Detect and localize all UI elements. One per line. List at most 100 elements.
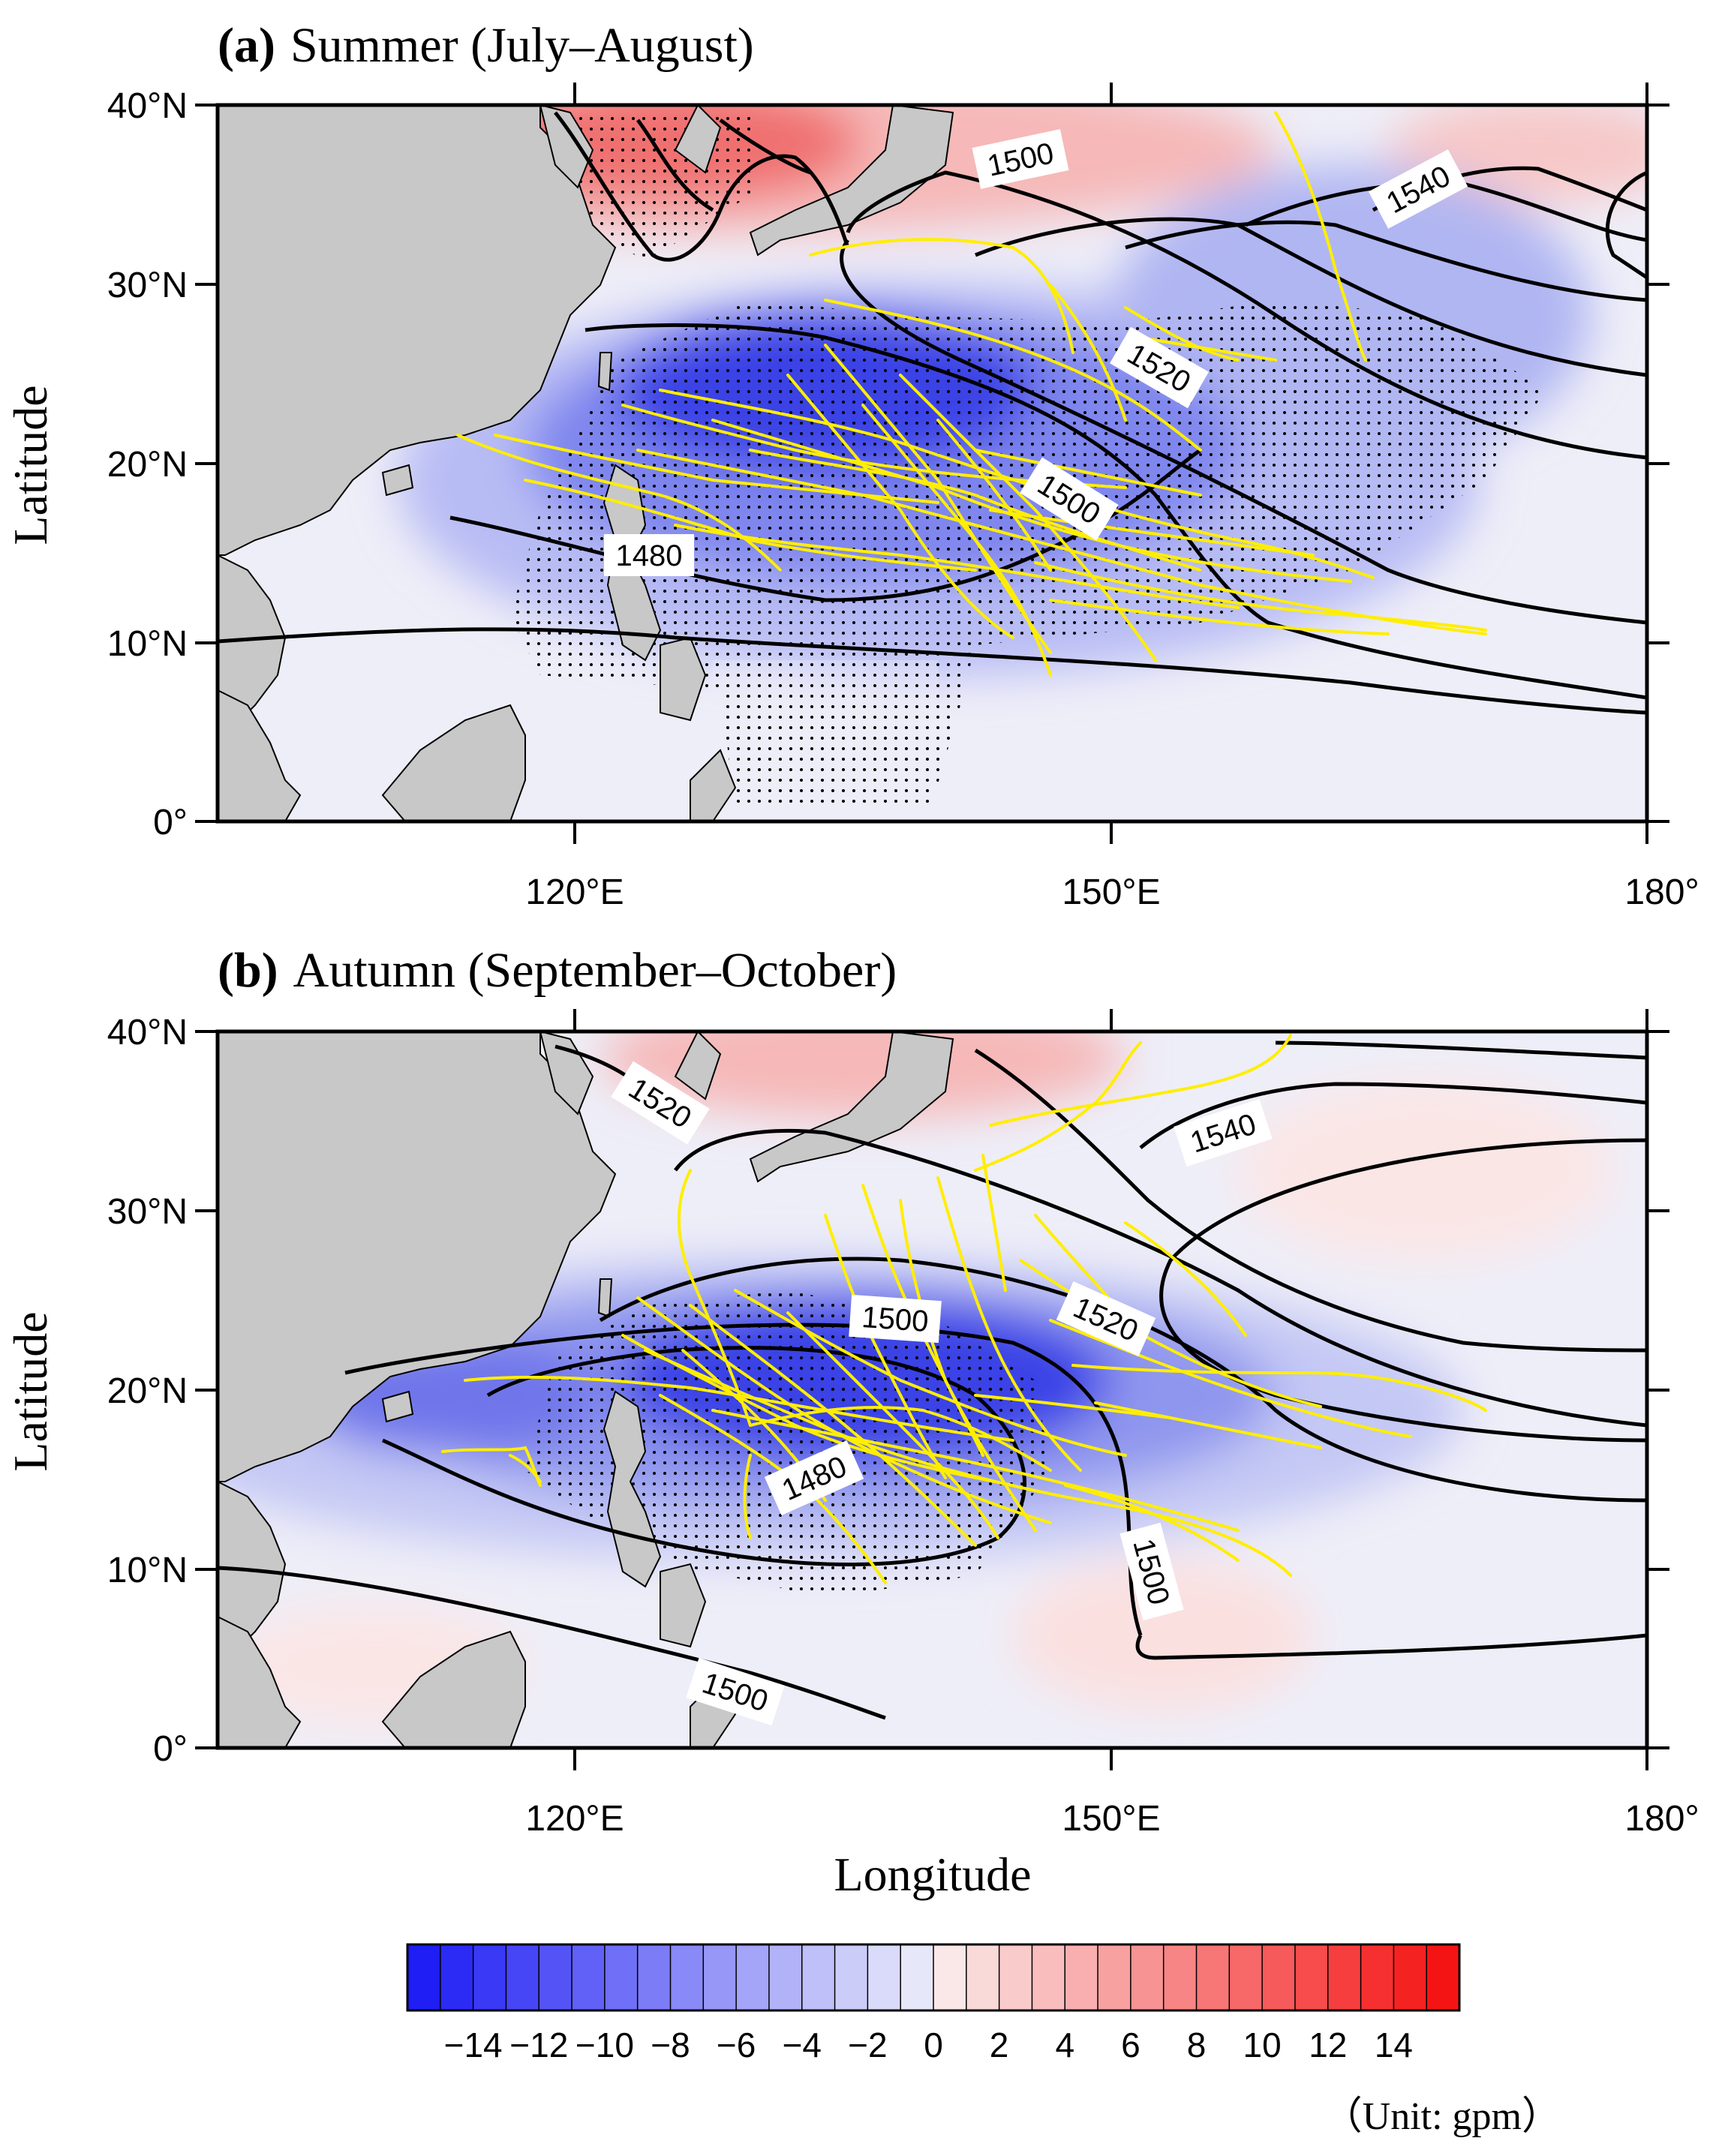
panel-b-land-korea — [674, 1031, 722, 1101]
panel-b-contour-label-1500-center: 1500 — [849, 1294, 942, 1344]
colorbar-cell — [1162, 1944, 1198, 2011]
colorbar-tick-labels: −14 −12 −10 −8 −6 −4 −2 0 2 4 6 8 10 12 14 — [444, 2025, 1413, 2064]
colorbar-cell — [998, 1944, 1033, 2011]
panel-a-lon-tick-labels: 120°E 150°E 180° — [525, 872, 1699, 912]
panel-a-typhoon-tracks — [456, 111, 1487, 677]
svg-text:0°: 0° — [153, 803, 188, 842]
panel-a-land-malaya — [218, 689, 302, 821]
svg-text:150°E: 150°E — [1062, 872, 1160, 912]
svg-text:180°: 180° — [1624, 872, 1699, 912]
colorbar-tick-label: 14 — [1375, 2025, 1413, 2064]
colorbar-cell — [1031, 1944, 1066, 2011]
panel-a-land-hainan — [381, 464, 414, 497]
colorbar-tick-label: −10 — [576, 2025, 634, 2064]
svg-text:20°N: 20°N — [107, 1371, 188, 1411]
colorbar-cell — [1426, 1944, 1461, 2011]
colorbar-cell — [1360, 1944, 1395, 2011]
svg-text:10°N: 10°N — [107, 624, 188, 664]
panel-a-land-taiwan — [597, 352, 613, 392]
panel-a-land-borneo — [381, 704, 526, 821]
colorbar-cell — [867, 1944, 902, 2011]
panel-a-contour-label-1500-north: 1500 — [972, 129, 1069, 189]
colorbar-cell — [768, 1944, 803, 2011]
colorbar-unit: （Unit: gpm） — [1324, 2095, 1561, 2138]
panel-b-lon-tick-labels: 120°E 150°E 180° — [525, 1799, 1699, 1839]
svg-text:120°E: 120°E — [525, 872, 624, 912]
panel-a-significance-stipple — [510, 300, 1546, 810]
panel-b-lat-tick-labels: 40°N 30°N 20°N 10°N 0° — [107, 1013, 188, 1769]
colorbar-cell — [669, 1944, 705, 2011]
colorbar-cell — [702, 1944, 738, 2011]
panel-b-typhoon-tracks — [441, 1034, 1487, 1584]
colorbar-cell — [571, 1944, 606, 2011]
svg-text:1500: 1500 — [861, 1301, 930, 1338]
svg-text:1480: 1480 — [616, 539, 683, 572]
svg-text:20°N: 20°N — [107, 445, 188, 485]
svg-text:10°N: 10°N — [107, 1551, 188, 1590]
colorbar-cell — [604, 1944, 639, 2011]
panel-b-land-malaya — [218, 1615, 302, 1748]
svg-text:0°: 0° — [153, 1729, 188, 1769]
svg-text:40°N: 40°N — [107, 86, 188, 126]
panel-b-significance-stipple — [525, 1290, 1050, 1598]
panel-a-title: (a) Summer (July–August) — [218, 18, 754, 73]
colorbar-cell — [505, 1944, 540, 2011]
panel-a-label: (a) — [218, 18, 275, 73]
colorbar-cells — [407, 1944, 1461, 2011]
colorbar-cell — [933, 1944, 968, 2011]
colorbar-cell — [735, 1944, 771, 2011]
colorbar-cell — [801, 1944, 836, 2011]
colorbar-cell — [1327, 1944, 1362, 2011]
colorbar-cell — [407, 1944, 442, 2011]
colorbar-cell — [1195, 1944, 1231, 2011]
colorbar-cell — [834, 1944, 869, 2011]
colorbar-cell — [966, 1944, 1000, 2011]
colorbar-cell — [440, 1944, 474, 2011]
colorbar-tick-label: −2 — [848, 2025, 887, 2064]
colorbar-cell — [636, 1944, 672, 2011]
colorbar-tick-label: −8 — [651, 2025, 690, 2064]
svg-text:180°: 180° — [1624, 1799, 1699, 1839]
panel-b-land-japan — [749, 1031, 954, 1183]
colorbar-tick-label: 4 — [1056, 2025, 1075, 2064]
panel-a-contour-label-1480: 1480 — [604, 534, 694, 576]
colorbar-cell — [1393, 1944, 1428, 2011]
panel-b-title-text: Autumn (September–October) — [293, 943, 897, 998]
panel-b: (b) Autumn (September–October) — [4, 943, 1699, 1901]
colorbar-cell — [538, 1944, 573, 2011]
xlabel: Longitude — [834, 1848, 1031, 1901]
panel-a-ylabel: Latitude — [4, 385, 57, 545]
colorbar-tick-label: −12 — [509, 2025, 568, 2064]
colorbar-cell — [1130, 1944, 1165, 2011]
svg-text:120°E: 120°E — [525, 1799, 624, 1839]
colorbar-cell — [900, 1944, 935, 2011]
panel-b-title: (b) Autumn (September–October) — [218, 943, 897, 998]
panel-b-ticks — [195, 1009, 1669, 1770]
panel-a-ticks — [195, 83, 1669, 844]
panel-b-map: 1520 1540 1500 1520 1480 — [218, 1031, 1647, 1748]
panel-a-lat-tick-labels: 40°N 30°N 20°N 10°N 0° — [107, 86, 188, 842]
svg-text:150°E: 150°E — [1062, 1799, 1160, 1839]
panel-b-ylabel: Latitude — [4, 1311, 57, 1471]
colorbar-cell — [1097, 1944, 1132, 2011]
colorbar-tick-label: −14 — [444, 2025, 503, 2064]
svg-text:30°N: 30°N — [107, 266, 188, 305]
svg-text:30°N: 30°N — [107, 1192, 188, 1232]
colorbar-tick-label: −4 — [783, 2025, 822, 2064]
colorbar-cell — [1294, 1944, 1329, 2011]
panel-b-land-borneo — [381, 1630, 526, 1748]
panel-a-map: 1500 1540 1520 1500 1480 — [218, 105, 1647, 821]
colorbar-tick-label: 2 — [990, 2025, 1009, 2064]
panel-a-title-text: Summer (July–August) — [290, 18, 754, 73]
panel-a-land-korea — [674, 105, 722, 174]
colorbar-tick-label: −6 — [717, 2025, 756, 2064]
colorbar-tick-label: 6 — [1121, 2025, 1140, 2064]
panel-a: (a) Summer (July–August) — [4, 18, 1699, 912]
panel-b-land-hainan — [381, 1390, 414, 1423]
colorbar-cell — [472, 1944, 507, 2011]
panel-a-land-japan — [749, 105, 954, 257]
colorbar-tick-label: 0 — [924, 2025, 943, 2064]
colorbar: −14 −12 −10 −8 −6 −4 −2 0 2 4 6 8 10 12 14 （Unit: gpm） — [406, 1943, 1561, 2138]
panel-b-label: (b) — [218, 943, 278, 998]
